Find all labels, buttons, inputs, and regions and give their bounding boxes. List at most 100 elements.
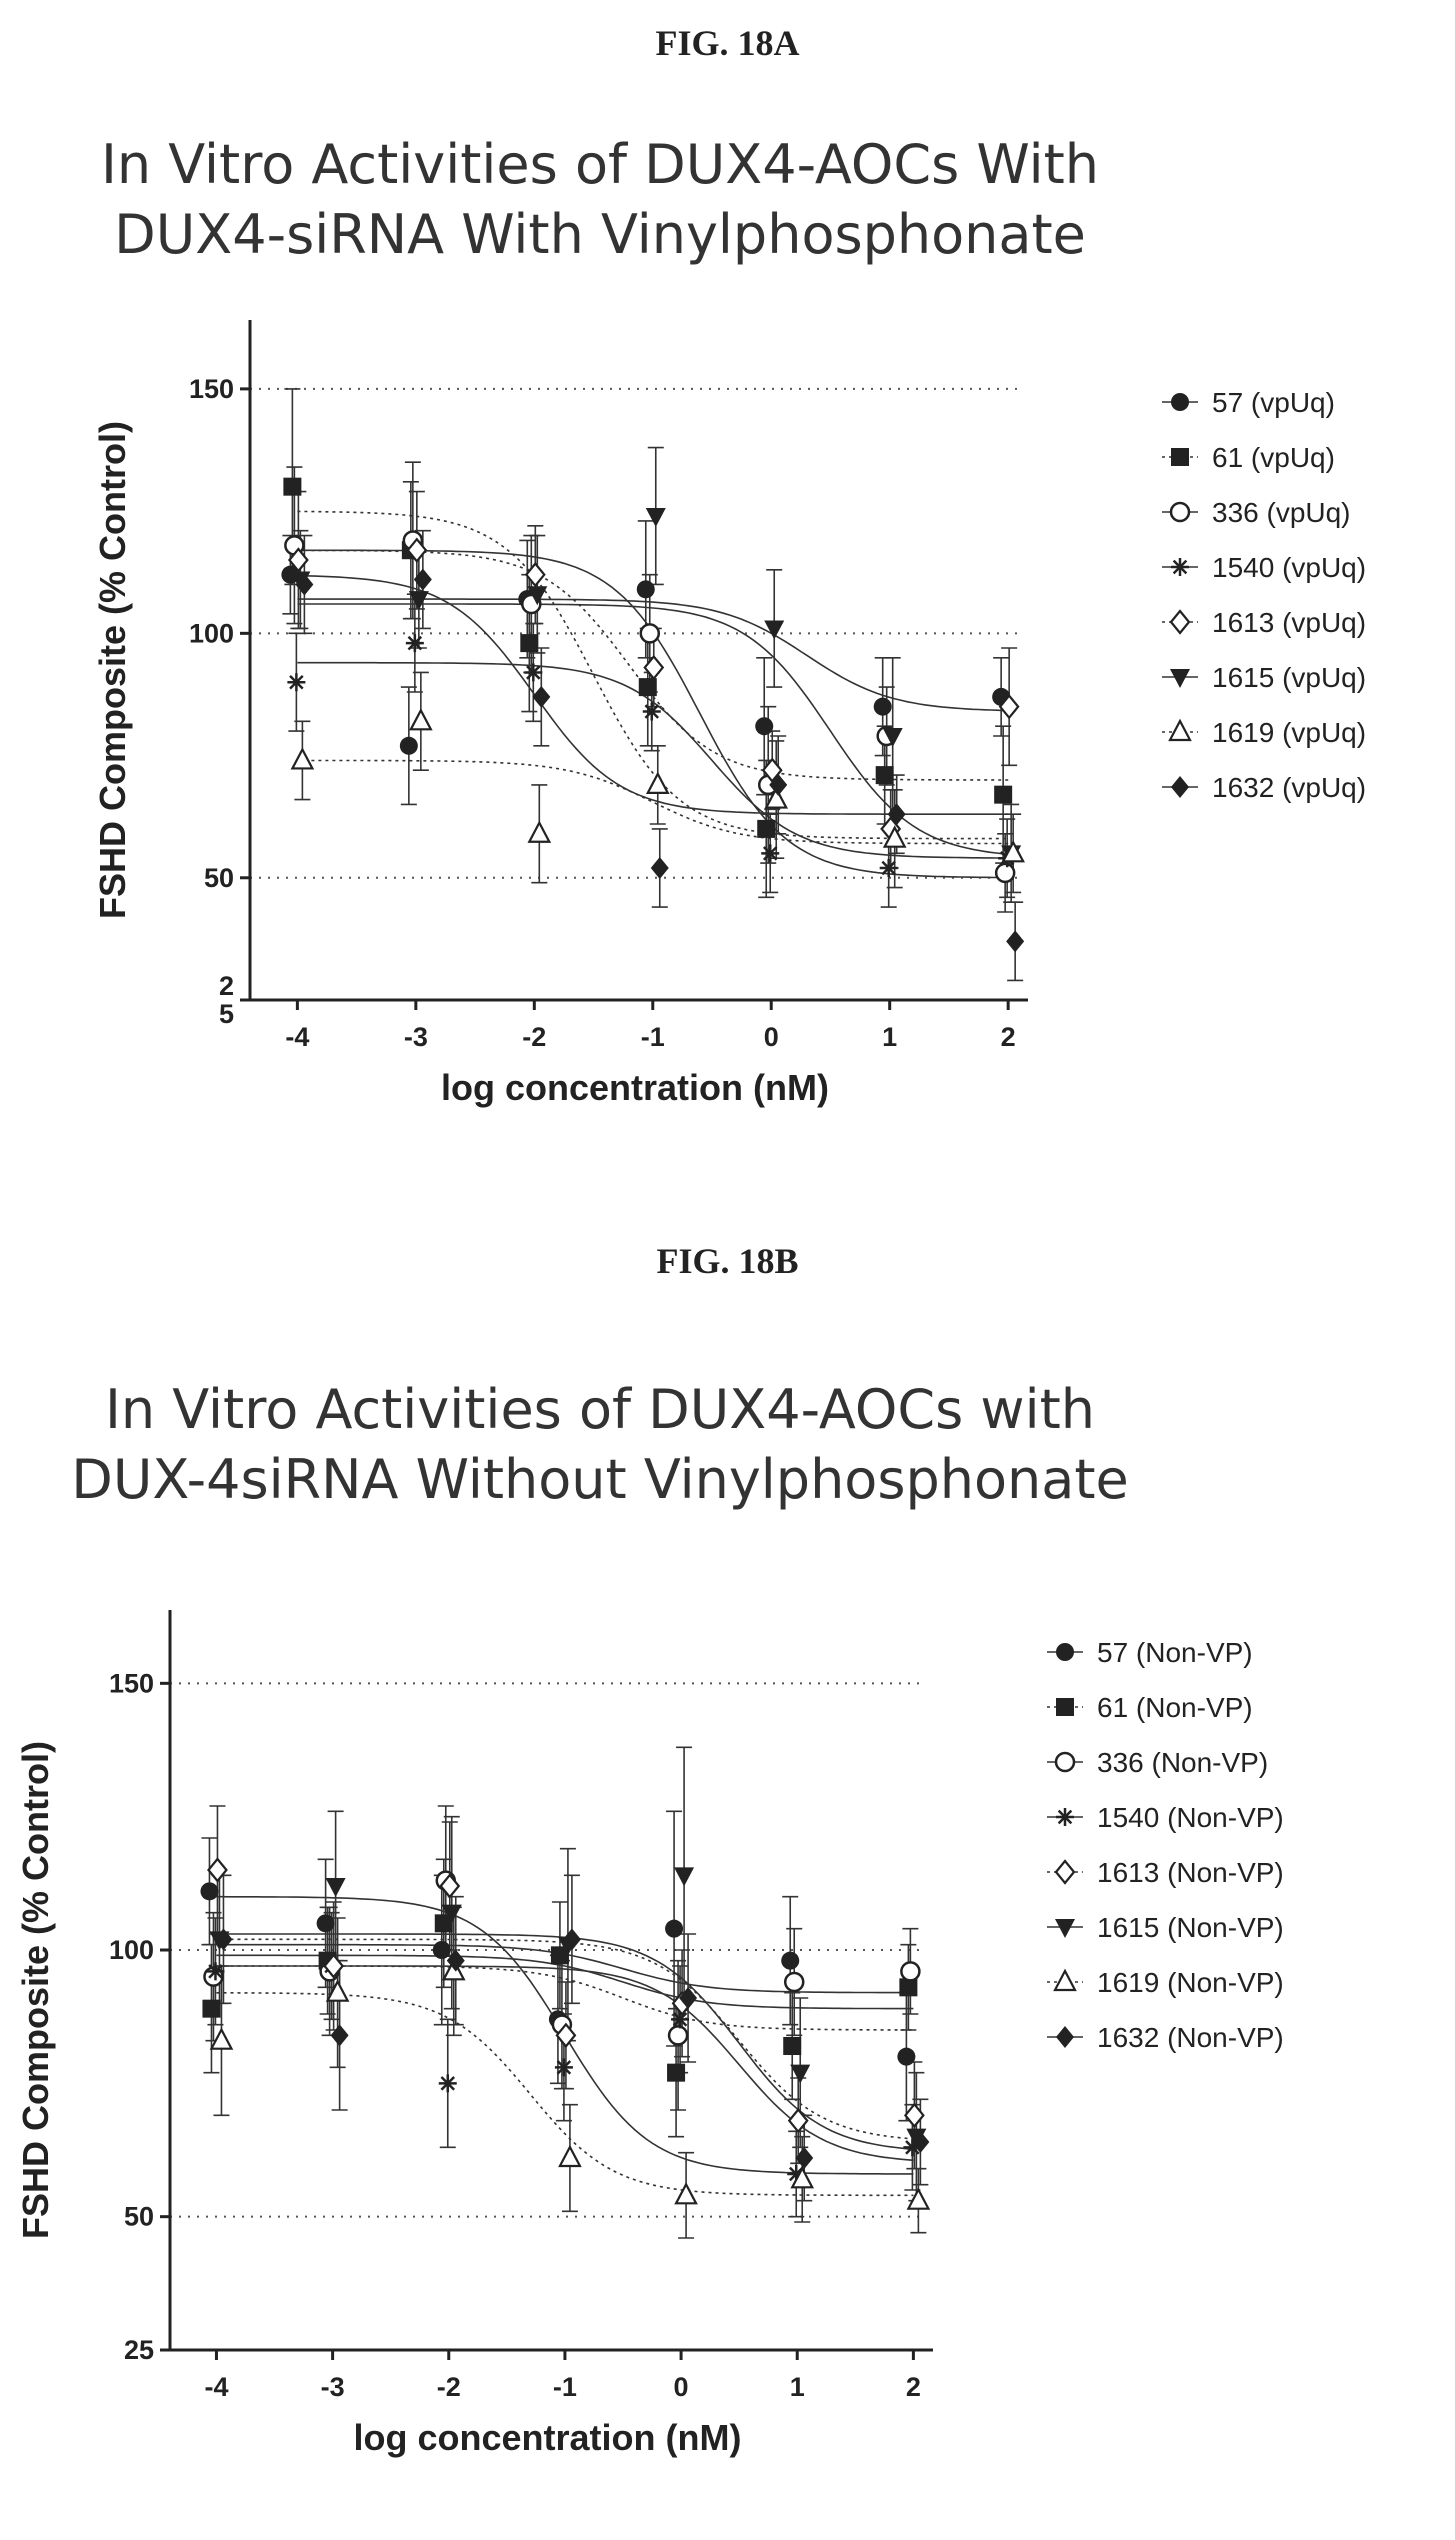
data-point-0-3 (636, 580, 655, 599)
data-point-1-2-shape (520, 634, 539, 653)
x-tick-label-4: 0 (674, 2372, 689, 2402)
data-point-6-6-shape (906, 2187, 931, 2210)
data-point-1-4 (667, 2063, 686, 2082)
data-point-0-2-shape (432, 1941, 451, 1959)
legend-marker-2-shape (1169, 501, 1191, 523)
data-point-4-5-shape (787, 2107, 809, 2134)
chart-title-a-line-2: DUX4-siRNA With Vinylphosphonate (114, 203, 1086, 266)
data-point-0-4-shape (755, 717, 774, 736)
legend-marker-3-stroke (1172, 559, 1188, 575)
data-point-7-5 (795, 2147, 814, 2169)
data-point-2-3-shape (639, 623, 661, 644)
data-point-1-5-shape (783, 2037, 802, 2055)
data-point-1-4-shape (667, 2063, 686, 2082)
data-point-5-2-shape (441, 1904, 462, 1924)
data-point-7-4-shape (769, 773, 788, 796)
data-point-1-6-shape (994, 785, 1013, 804)
data-point-6-4 (764, 786, 789, 809)
data-point-7-3 (650, 857, 669, 879)
data-point-7-4 (769, 773, 788, 796)
y-tick-label-line: 100 (189, 618, 234, 648)
data-point-4-1-shape (406, 537, 428, 563)
data-point-3-4-stroke (672, 2012, 688, 2027)
data-point-2-5-shape (783, 1971, 805, 1993)
data-point-5-3-shape (645, 508, 666, 527)
data-point-3-0 (206, 1962, 225, 1981)
legend-label-3: 1540 (vpUq) (1212, 552, 1366, 583)
legend-marker-2 (1169, 501, 1191, 523)
x-tick-label-6: 2 (906, 2372, 921, 2402)
data-point-6-6 (1001, 839, 1025, 863)
data-point-6-3 (645, 771, 670, 794)
data-point-1-5-shape (875, 766, 894, 785)
y-tick-label-100: 100 (189, 618, 234, 648)
legend-marker-6 (1053, 1968, 1077, 1992)
data-point-4-0-shape (207, 1857, 228, 1883)
data-point-0-1-shape (316, 1914, 335, 1933)
data-point-4-1-shape (323, 1953, 345, 1979)
legend-label-7: 1632 (vpUq) (1212, 772, 1366, 803)
data-point-4-6 (998, 693, 1020, 720)
y-tick-label-150: 150 (109, 1668, 154, 1698)
data-point-1-3-shape (638, 678, 657, 697)
data-point-6-1 (409, 707, 433, 731)
data-point-3-1-stroke (407, 635, 423, 651)
data-point-3-5-stroke (881, 860, 896, 876)
x-axis-label: log concentration (nM) (441, 1067, 829, 1108)
data-point-7-0-shape (295, 573, 314, 596)
data-point-0-1 (399, 736, 418, 755)
legend-marker-7 (1056, 2026, 1074, 2048)
fit-curve-3 (297, 661, 1009, 859)
y-tick-label-50: 50 (124, 2202, 154, 2232)
chart-b: 150 100 50 25 -4 -3 -2 -1 0 1 2 log concentration (… (15, 1610, 1284, 2458)
data-point-7-4-shape (679, 1987, 698, 2009)
data-point-6-2 (527, 820, 552, 843)
data-point-4-3-shape (643, 654, 665, 681)
y-tick-label-line: 150 (189, 374, 234, 404)
data-point-4-1 (406, 537, 428, 563)
data-point-7-3-shape (562, 1928, 581, 1951)
legend-label-5: 1615 (Non-VP) (1097, 1912, 1284, 1943)
data-point-1-4 (757, 819, 776, 838)
data-point-6-1-shape (325, 1979, 350, 2002)
x-tick-label-0: -4 (204, 2372, 228, 2402)
data-point-7-6-shape (911, 2131, 930, 2153)
legend-label-7: 1632 (Non-VP) (1097, 2022, 1284, 2053)
data-point-6-5-shape (790, 2165, 815, 2189)
data-point-7-6 (911, 2131, 930, 2153)
data-point-7-4 (679, 1987, 698, 2009)
legend-marker-6 (1168, 718, 1192, 742)
x-tick-label-3: -1 (641, 1022, 665, 1052)
data-point-3-3 (554, 2058, 573, 2077)
data-point-5-1 (408, 591, 429, 611)
data-point-2-4-shape (667, 2025, 689, 2046)
data-point-3-1 (405, 634, 424, 653)
data-point-0-4-shape (665, 1919, 684, 1938)
legend-label-6: 1619 (vpUq) (1212, 717, 1366, 748)
data-point-4-0 (207, 1857, 228, 1883)
fit-curve-6 (216, 1992, 914, 2197)
y-axis-label: FSHD Composite (% Control) (92, 421, 133, 919)
data-point-3-0-stroke (289, 674, 304, 690)
legend-marker-2-shape (1054, 1751, 1076, 1773)
data-point-4-3 (643, 654, 665, 681)
data-point-1-6 (899, 1978, 918, 1997)
legend-label-6: 1619 (Non-VP) (1097, 1967, 1284, 1998)
x-tick-label-1: -3 (321, 2372, 345, 2402)
data-point-4-0-shape (287, 547, 309, 573)
data-point-2-5 (783, 1971, 805, 1993)
data-point-4-2 (524, 561, 546, 588)
data-point-5-2 (527, 586, 548, 606)
data-point-6-3 (558, 2144, 582, 2168)
data-point-5-4 (764, 620, 785, 640)
y-tick-label-50: 50 (204, 863, 234, 893)
legend-marker-0-shape (1171, 393, 1189, 411)
data-point-6-2 (441, 1957, 466, 1981)
data-point-3-4-stroke (762, 846, 778, 861)
legend-label-5: 1615 (vpUq) (1212, 662, 1366, 693)
y-tick-label-line: 25 (124, 2335, 154, 2365)
data-point-0-0 (200, 1882, 219, 1901)
data-point-6-1 (325, 1979, 350, 2002)
